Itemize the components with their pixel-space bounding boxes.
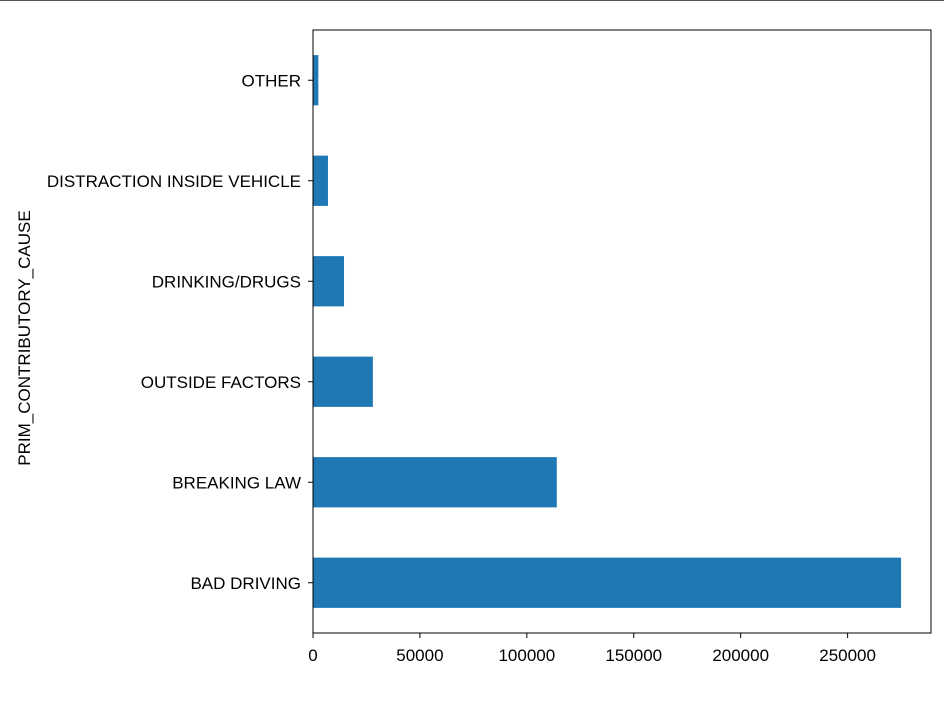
x-tick-label: 100000 <box>498 646 555 665</box>
x-tick-label: 250000 <box>819 646 876 665</box>
x-tick-label: 50000 <box>396 646 443 665</box>
y-axis-label: PRIM_CONTRIBUTORY_CAUSE <box>15 210 34 465</box>
bars-group <box>313 55 902 608</box>
bar-outside-factors <box>313 356 373 407</box>
y-tick-label-breaking-law: BREAKING LAW <box>172 473 301 492</box>
window-top-border <box>0 0 944 1</box>
x-tick-label: 0 <box>308 646 317 665</box>
y-tick-label-other: OTHER <box>242 71 302 90</box>
bar-drinking-drugs <box>313 256 345 307</box>
bar-distraction-inside-vehicle <box>313 155 328 206</box>
bar-bad-driving <box>313 557 902 608</box>
y-axis-ticks: BAD DRIVING BREAKING LAW OUTSIDE FACTORS DR… <box>47 71 313 593</box>
bar-breaking-law <box>313 457 557 508</box>
y-tick-label-drinking-drugs: DRINKING/DRUGS <box>152 272 301 291</box>
bar-other <box>313 55 319 106</box>
y-tick-label-outside-factors: OUTSIDE FACTORS <box>141 373 301 392</box>
plot-area-frame <box>312 29 932 634</box>
y-tick-label-distraction-inside-vehicle: DISTRACTION INSIDE VEHICLE <box>47 172 301 191</box>
x-tick-label: 200000 <box>712 646 769 665</box>
x-tick-label: 150000 <box>605 646 662 665</box>
x-axis-ticks: 0 50000 100000 150000 200000 250000 <box>308 633 876 665</box>
y-tick-label-bad-driving: BAD DRIVING <box>190 574 301 593</box>
